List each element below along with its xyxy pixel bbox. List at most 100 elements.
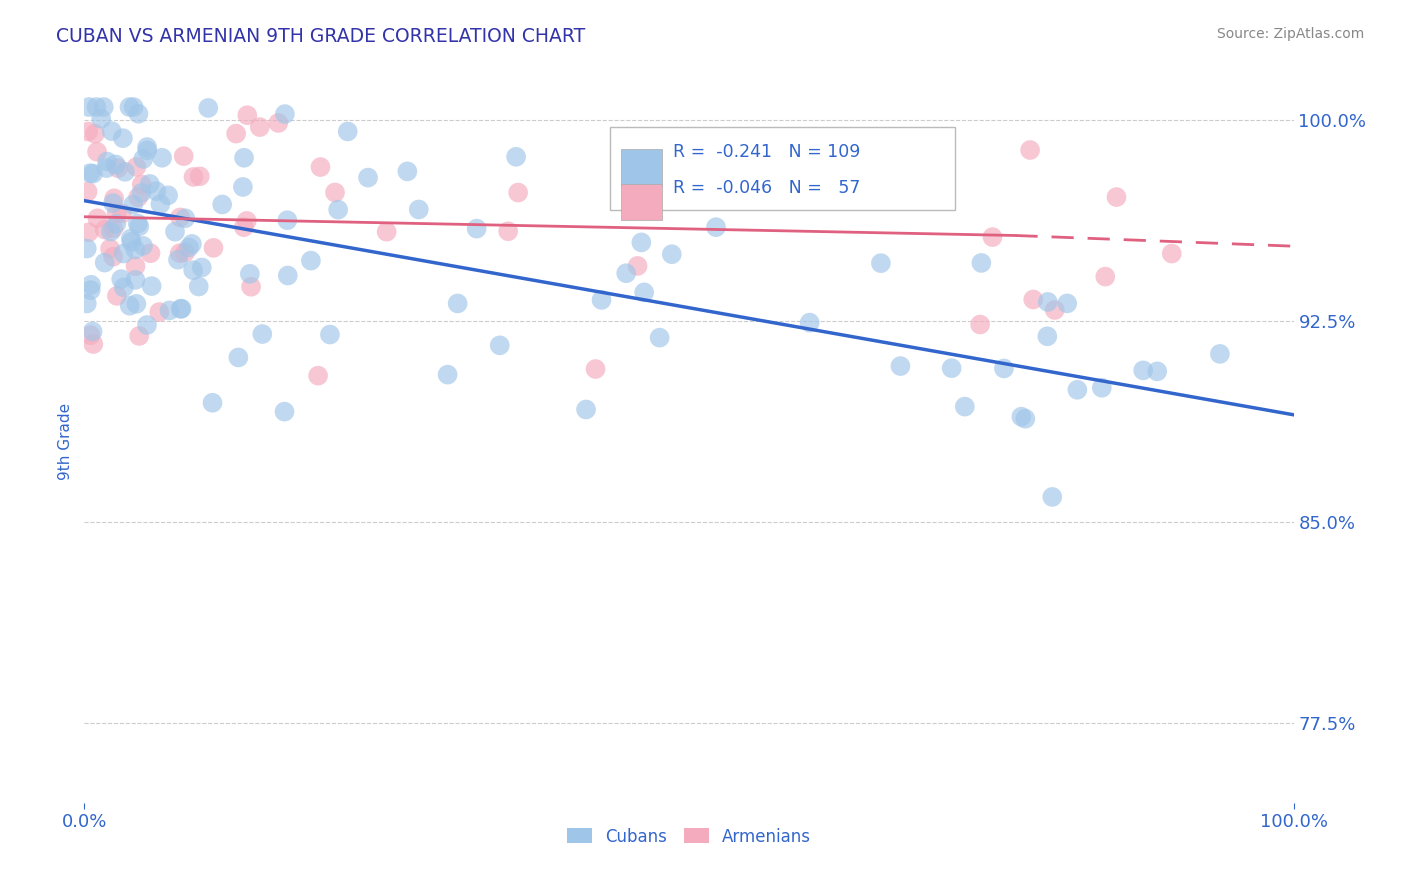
Point	[163, 225, 186, 239]
Point	[120, 235, 142, 249]
Point	[174, 211, 197, 226]
Point	[94, 222, 117, 236]
Point	[77, 225, 100, 239]
Point	[1066, 383, 1088, 397]
Point	[103, 191, 125, 205]
Point	[111, 206, 134, 220]
Text: CUBAN VS ARMENIAN 9TH GRADE CORRELATION CHART: CUBAN VS ARMENIAN 9TH GRADE CORRELATION …	[56, 27, 585, 45]
Point	[993, 361, 1015, 376]
Point	[83, 127, 105, 141]
Point	[118, 299, 141, 313]
Point	[90, 112, 112, 126]
Point	[396, 164, 419, 178]
Point	[127, 217, 149, 231]
Point	[236, 108, 259, 122]
Point	[174, 245, 197, 260]
Point	[239, 267, 262, 281]
Point	[408, 202, 430, 217]
Point	[969, 318, 991, 332]
Point	[100, 124, 122, 138]
Text: R =  -0.046   N =   57: R = -0.046 N = 57	[673, 179, 860, 197]
Point	[82, 167, 104, 181]
Point	[197, 101, 219, 115]
Point	[505, 150, 527, 164]
Point	[149, 197, 172, 211]
Point	[145, 184, 167, 198]
Point	[225, 127, 247, 141]
Point	[82, 337, 104, 351]
Point	[183, 169, 205, 184]
Point	[1209, 347, 1232, 361]
Point	[585, 362, 607, 376]
Point	[80, 283, 103, 297]
Point	[124, 259, 146, 273]
Point	[170, 301, 193, 316]
Point	[107, 161, 129, 176]
Point	[889, 359, 911, 373]
Point	[82, 325, 104, 339]
Point	[131, 186, 153, 200]
Point	[79, 328, 101, 343]
Point	[630, 235, 652, 250]
Point	[375, 225, 398, 239]
Point	[120, 231, 142, 245]
Point	[277, 268, 299, 283]
Point	[101, 196, 124, 211]
Point	[80, 277, 103, 292]
Point	[211, 197, 233, 211]
Point	[103, 221, 125, 235]
Point	[191, 260, 214, 275]
Point	[737, 164, 759, 178]
Point	[125, 160, 148, 174]
Point	[148, 305, 170, 319]
Point	[1036, 329, 1059, 343]
Point	[125, 297, 148, 311]
Point	[228, 351, 250, 365]
Point	[122, 100, 145, 114]
Point	[122, 197, 145, 211]
Point	[86, 100, 108, 114]
Point	[904, 166, 927, 180]
Point	[1040, 490, 1063, 504]
Point	[86, 211, 108, 226]
Point	[336, 124, 359, 138]
Point	[488, 338, 510, 352]
FancyBboxPatch shape	[610, 128, 955, 211]
Point	[202, 241, 225, 255]
Point	[575, 402, 598, 417]
Point	[76, 185, 98, 199]
Point	[240, 279, 263, 293]
Point	[104, 157, 127, 171]
Point	[436, 368, 458, 382]
Point	[357, 170, 380, 185]
Point	[465, 221, 488, 235]
Point	[77, 124, 100, 138]
Point	[870, 256, 893, 270]
Point	[132, 152, 155, 166]
Point	[159, 303, 181, 318]
Point	[169, 211, 191, 225]
Point	[139, 177, 162, 191]
Point	[276, 213, 298, 227]
Point	[100, 225, 122, 239]
Y-axis label: 9th Grade: 9th Grade	[58, 403, 73, 480]
Point	[299, 253, 322, 268]
Point	[136, 140, 159, 154]
Point	[267, 116, 290, 130]
Point	[447, 296, 470, 310]
Point	[626, 259, 648, 273]
Point	[633, 285, 655, 300]
Point	[1056, 296, 1078, 310]
Point	[1010, 409, 1032, 424]
Point	[136, 144, 159, 158]
Point	[173, 149, 195, 163]
Point	[236, 214, 259, 228]
Point	[188, 169, 211, 184]
Point	[1022, 293, 1045, 307]
Point	[127, 190, 149, 204]
Point	[1091, 381, 1114, 395]
Point	[101, 250, 124, 264]
Point	[150, 151, 173, 165]
Point	[1014, 411, 1036, 425]
Point	[273, 404, 295, 418]
